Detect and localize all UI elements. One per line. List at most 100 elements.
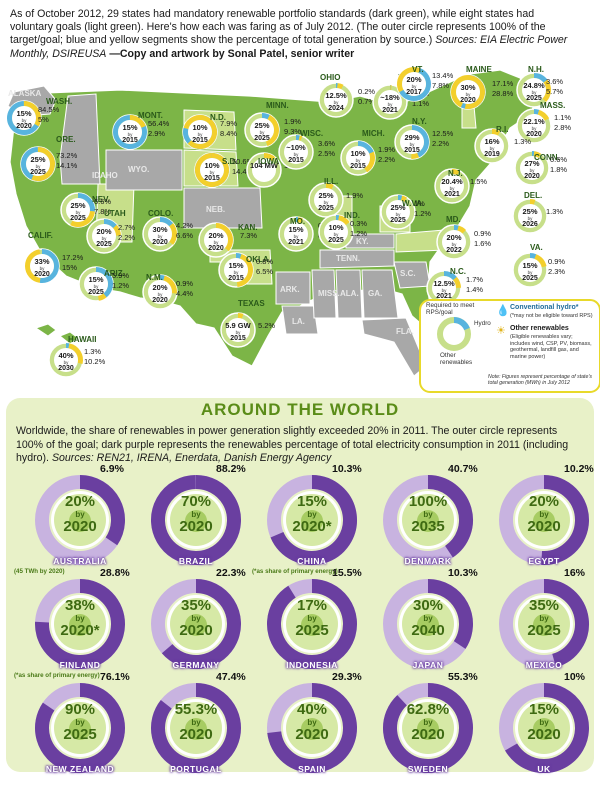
state-name: N.J. (448, 169, 463, 178)
goal-value: 20% (55, 494, 105, 510)
state-name: UTAH (104, 209, 126, 218)
state-goal: 20% (152, 283, 167, 292)
goal-value: 90% (55, 702, 105, 718)
country-share: 10.2% (564, 463, 594, 475)
state-hydro-value: 0.6% (550, 155, 567, 164)
other-arc (411, 155, 418, 156)
state-goal: 10% (328, 223, 343, 232)
state-year: 2021 (444, 191, 460, 198)
goal-value: 35% (171, 598, 221, 614)
intro-credit: —Copy and artwork by Sonal Patel, senior… (109, 48, 354, 60)
state-other-value: 1.3% (546, 207, 563, 216)
state-year: 2015 (288, 157, 304, 164)
country-share: 10% (564, 671, 585, 683)
goal-value: 70% (171, 494, 221, 510)
state-hydro-value: 1.1% (554, 113, 571, 122)
state-hydro-value: 0.8% (256, 257, 273, 266)
goal-year: 2020 (171, 727, 221, 743)
country-name: EGYPT (488, 556, 600, 566)
state-name: N.M. (146, 273, 163, 282)
state-year: 2025 (96, 241, 112, 248)
goal-year: 2020 (55, 519, 105, 535)
state-hydro-value: 17.2% (62, 253, 84, 262)
state-year: 2025 (70, 215, 86, 222)
state-goal: 29% (404, 133, 419, 142)
state-goal: 5.9 GW (225, 321, 251, 330)
goal-value: 62.8% (403, 702, 453, 718)
state-label-miss: MISS. (318, 289, 340, 298)
goal-value: 40% (287, 702, 337, 718)
legend-other-note: (Eligible renewables vary; includes wind… (510, 334, 594, 360)
goal-value: 55.3% (171, 702, 221, 718)
state-goal: 10% (350, 149, 365, 158)
country-share: 28.8% (100, 567, 130, 579)
legend-other-short: Other renewables (440, 352, 480, 366)
hydro-arc (530, 256, 535, 257)
country-share: 22.3% (216, 567, 246, 579)
other-arc (337, 86, 342, 87)
state-label-ark: ARK. (280, 285, 300, 294)
legend-required: Required to meet RPS/goal (426, 302, 486, 316)
goal-year: 2020 (519, 727, 569, 743)
goal-value: 20% (519, 494, 569, 510)
state-year: 2021 (436, 293, 452, 300)
country-share: 40.7% (448, 463, 478, 475)
country-note: (*as share of primary energy) (14, 672, 100, 679)
state-hydro-value: 0.3% (350, 219, 367, 228)
goal-value: 35% (519, 598, 569, 614)
legend-hydro-note: (*may not be eligible toward RPS) (510, 313, 593, 319)
world-intro: Worldwide, the share of renewables in po… (16, 425, 586, 466)
state-hydro-value: 12.5% (432, 129, 454, 138)
state-year: 2026 (522, 221, 538, 228)
state-label-tenn: TENN. (336, 254, 360, 263)
country-name: BRAZIL (140, 556, 252, 566)
goal-year: 2020 (287, 727, 337, 743)
state-other-value: 8.4% (220, 129, 237, 138)
state-goal: 30% (460, 83, 475, 92)
state-year: 2019 (484, 151, 500, 158)
state-goal: 20% (446, 233, 461, 242)
country-note: (45 TWh by 2020) (14, 568, 65, 575)
state-goal: 24.8% (523, 81, 545, 90)
country-share: 6.9% (100, 463, 124, 475)
state-hydro-value: 1.3% (84, 347, 101, 356)
goal-year: 2040 (403, 623, 453, 639)
state-year: 2025 (254, 135, 270, 142)
country-name: AUSTRALIA (24, 556, 136, 566)
state-year: 2020 (524, 173, 540, 180)
legend-sun-icon: ☀ (496, 324, 506, 337)
intro-text: As of October 2012, 29 states had mandat… (10, 8, 570, 61)
state-goal: 20% (406, 75, 421, 84)
state-name: MD. (446, 215, 461, 224)
state-year: 2030 (58, 365, 74, 372)
country-share: 88.2% (216, 463, 246, 475)
state-other-value: 7.3% (240, 231, 257, 240)
state-label-sc: S.C. (400, 269, 416, 278)
goal-year: 2020 (519, 519, 569, 535)
hydro-arc (236, 256, 241, 257)
state-hydro-value: 5.9% (112, 271, 129, 280)
state-hydro-value: 17.1% (492, 79, 514, 88)
world-title: AROUND THE WORLD (0, 400, 600, 420)
goal-value: 100% (403, 494, 453, 510)
goal-year: 2020 (171, 623, 221, 639)
state-year: 2021 (288, 239, 304, 246)
state-other-value: 2.2% (118, 233, 135, 242)
state-name: HAWAII (68, 335, 96, 344)
hydro-arc (454, 228, 458, 229)
country-share: 47.4% (216, 671, 246, 683)
state-other-value: 1.6% (474, 239, 491, 248)
country-note: (*as share of primary energy) (252, 568, 338, 575)
state-name: TEXAS (238, 299, 265, 308)
country-name: DENMARK (372, 556, 484, 566)
